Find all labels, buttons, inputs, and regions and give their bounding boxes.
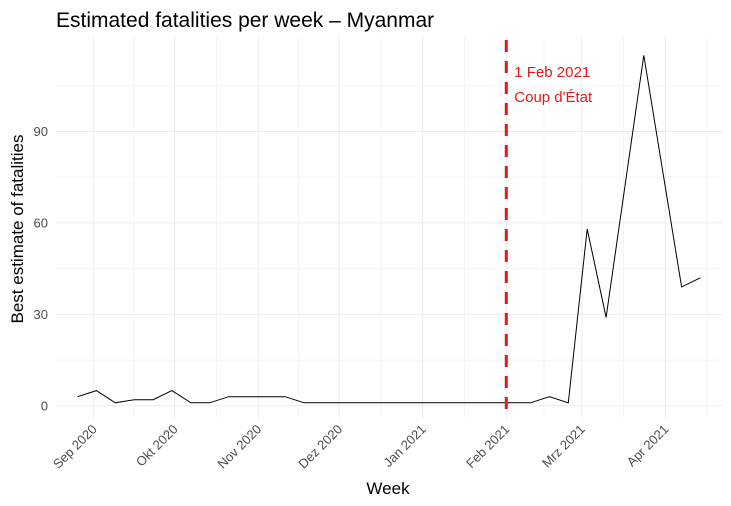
x-tick-label: Sep 2020 — [50, 422, 100, 472]
annotation-layer: 1 Feb 2021 Coup d'État — [504, 40, 593, 418]
grid — [56, 37, 722, 418]
series-line — [77, 55, 701, 404]
x-tick-label: Mrz 2021 — [539, 422, 588, 471]
y-axis-title: Best estimate of fatalities — [8, 135, 27, 324]
y-tick-label: 90 — [34, 124, 48, 139]
y-axis-ticks: 0 30 60 90 — [34, 124, 48, 413]
x-tick-label: Okt 2020 — [133, 422, 181, 470]
x-axis-ticks: Sep 2020 Okt 2020 Nov 2020 Dez 2020 Jan 2021… — [50, 422, 672, 472]
y-tick-label: 30 — [34, 307, 48, 322]
x-axis-title: Week — [366, 479, 410, 498]
x-tick-label: Jan 2021 — [380, 422, 428, 470]
annotation-date-label: 1 Feb 2021 — [514, 64, 590, 81]
y-tick-label: 0 — [41, 398, 48, 413]
x-tick-label: Feb 2021 — [463, 422, 512, 471]
chart-title: Estimated fatalities per week – Myanmar — [56, 9, 434, 32]
annotation-event-label: Coup d'État — [514, 89, 593, 106]
x-tick-label: Dez 2020 — [295, 422, 345, 472]
x-tick-label: Nov 2020 — [214, 422, 264, 472]
y-tick-label: 60 — [34, 215, 48, 230]
x-tick-label: Apr 2021 — [624, 422, 672, 470]
series-layer — [77, 55, 701, 404]
